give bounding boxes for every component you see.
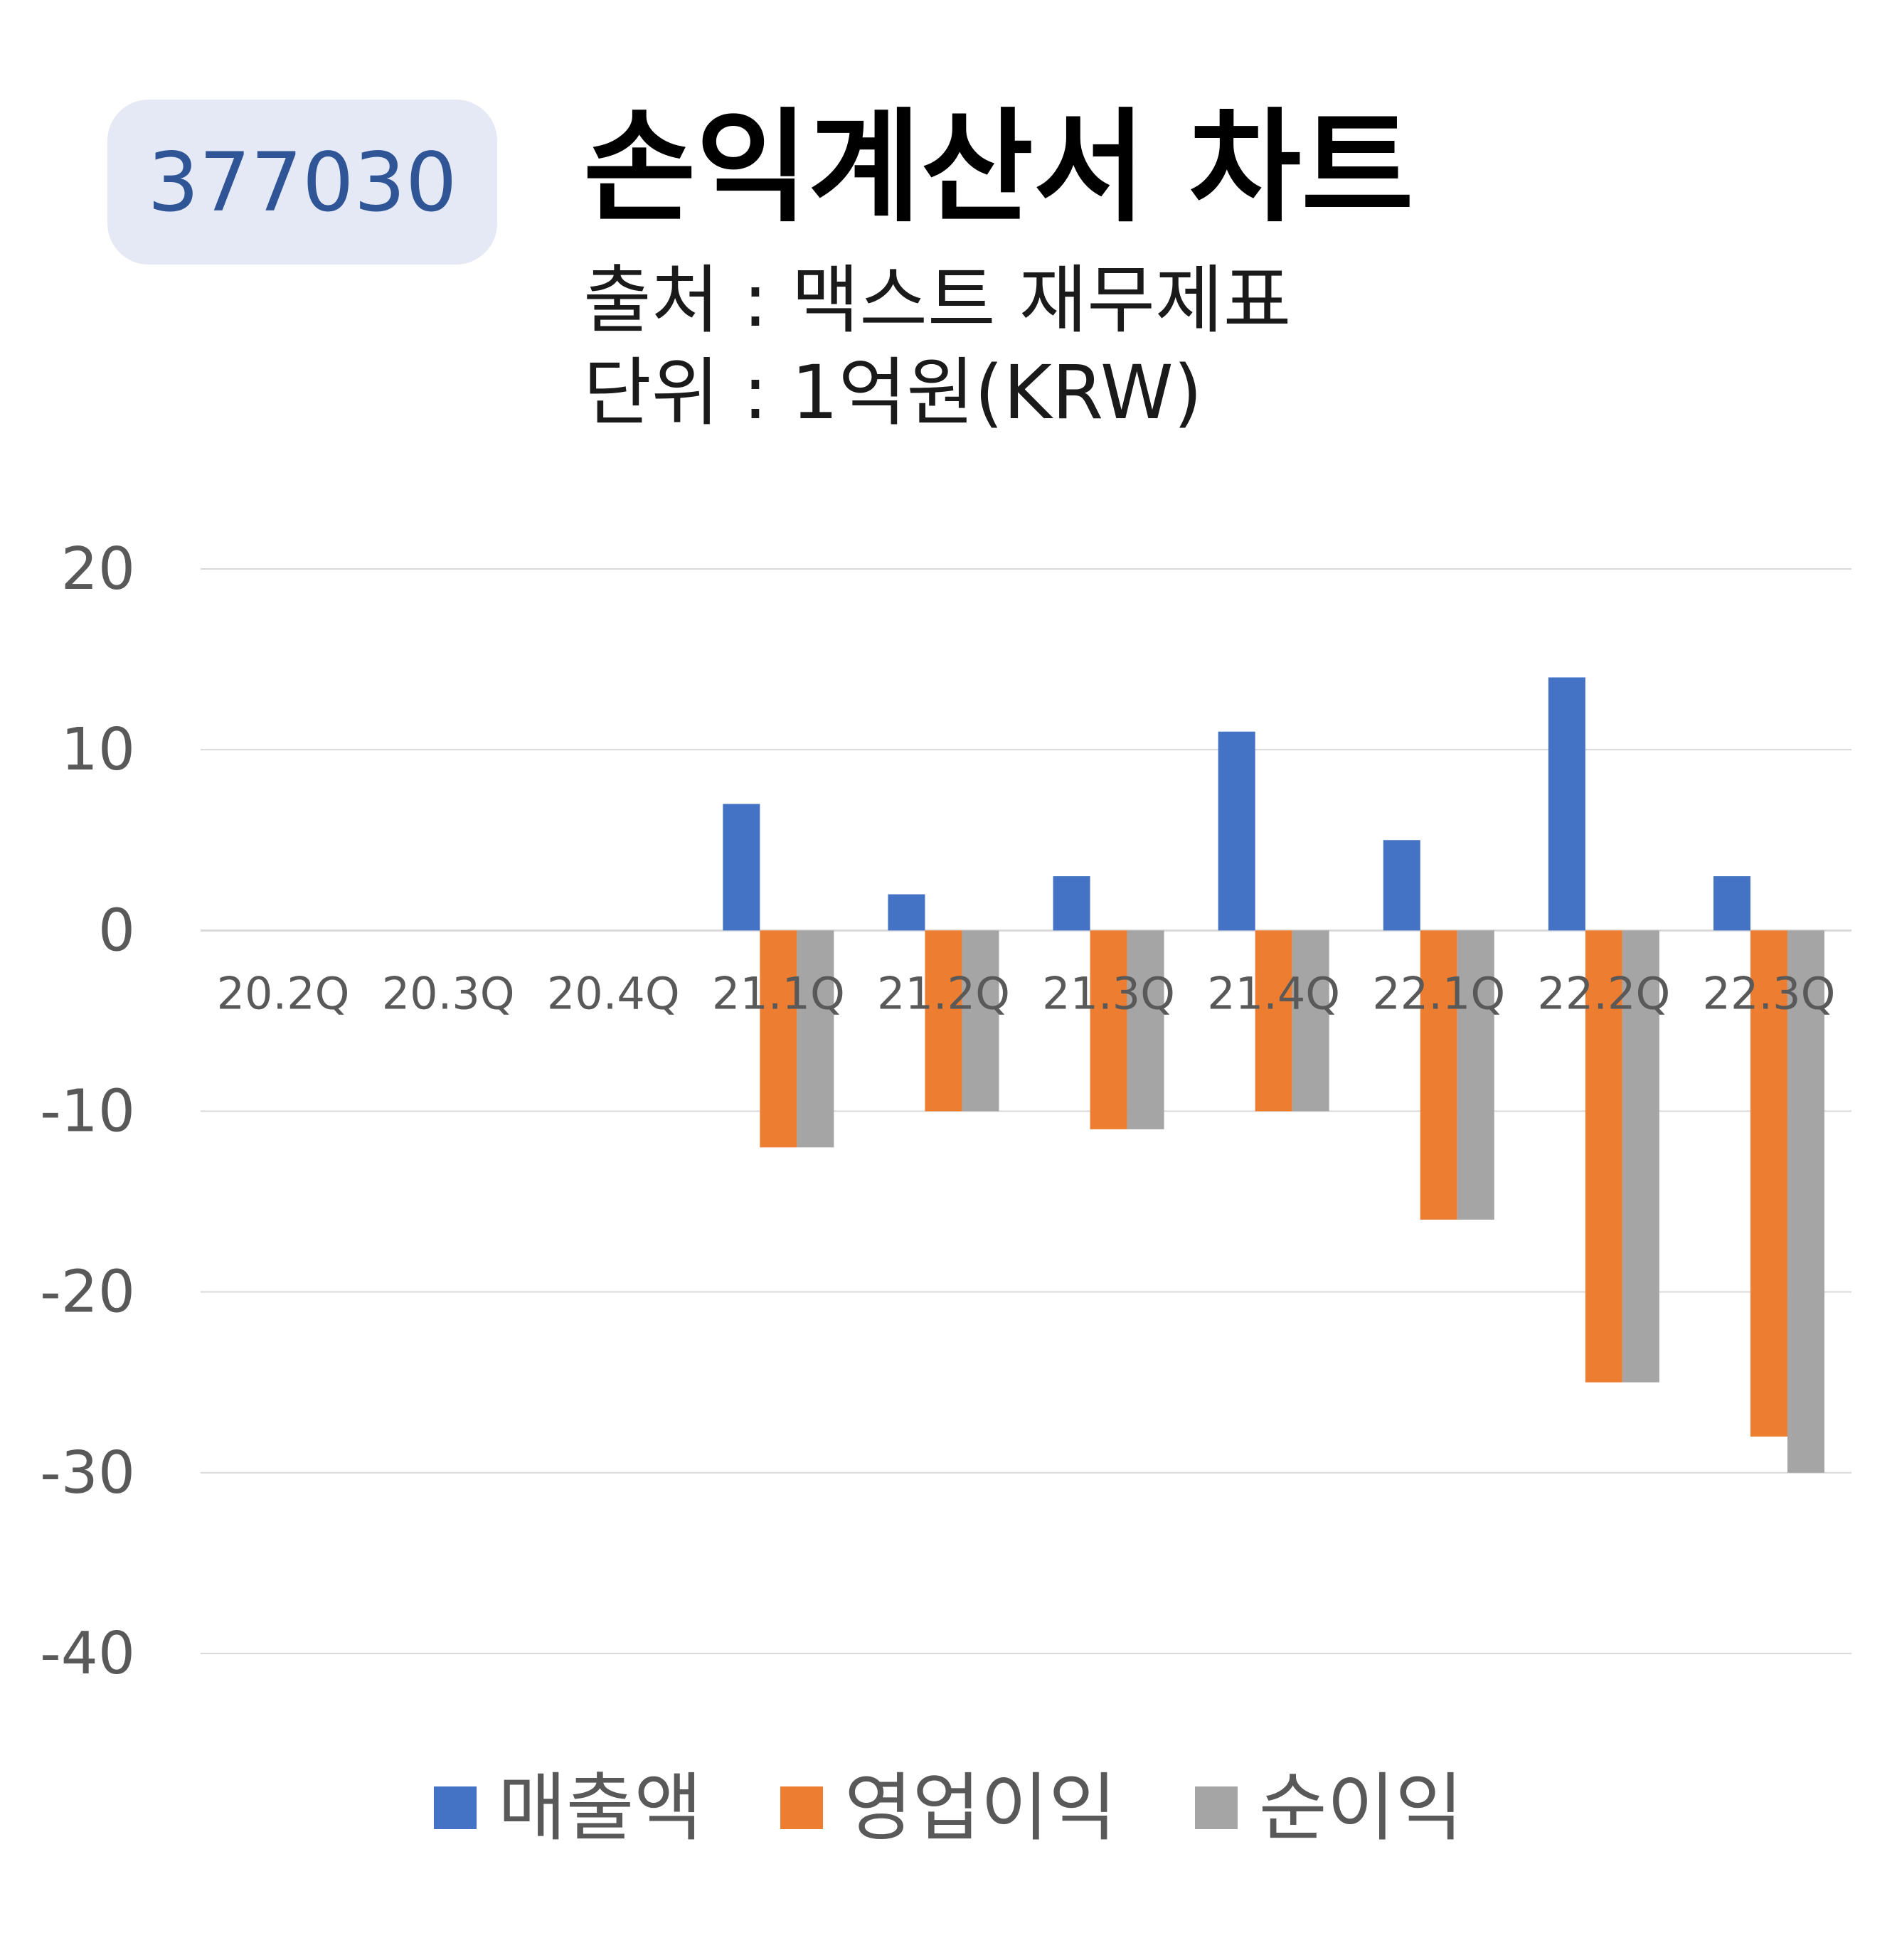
bar-operating-income: [1420, 930, 1457, 1220]
legend-swatch-revenue: [434, 1786, 477, 1829]
legend-label-revenue: 매출액: [498, 1764, 703, 1851]
bar-revenue: [888, 894, 925, 931]
y-tick-label: 20: [61, 536, 135, 603]
bar-revenue: [1548, 677, 1585, 931]
chart-title: 손익계산서 차트: [583, 96, 1414, 239]
bar-net-income: [1622, 930, 1659, 1383]
x-tick-label: 22.2Q: [1537, 967, 1670, 1019]
y-tick-label: 0: [98, 897, 135, 964]
x-tick-label: 20.2Q: [217, 967, 350, 1019]
y-tick-label: -40: [40, 1620, 135, 1688]
bar-net-income: [1787, 930, 1824, 1473]
bar-operating-income: [1585, 930, 1622, 1383]
legend-label-net-income: 순이익: [1258, 1764, 1463, 1851]
bar-net-income: [962, 930, 999, 1112]
legend-item-net-income: 순이익: [1194, 1764, 1463, 1851]
bar-revenue: [1218, 731, 1255, 931]
ticker-code: 377030: [147, 134, 457, 230]
x-tick-label: 22.3Q: [1703, 967, 1836, 1019]
bar-revenue: [723, 804, 760, 931]
x-tick-label: 22.1Q: [1372, 967, 1505, 1019]
y-tick-label: -10: [40, 1078, 135, 1146]
bar-revenue: [1053, 876, 1090, 931]
x-tick-label: 21.4Q: [1207, 967, 1340, 1019]
legend-item-revenue: 매출액: [434, 1771, 702, 1845]
bar-revenue: [1383, 840, 1420, 931]
legend-swatch-operating-income: [780, 1786, 824, 1829]
bar-net-income: [1127, 930, 1164, 1129]
x-tick-label: 20.3Q: [382, 967, 515, 1019]
bar-operating-income: [925, 930, 962, 1112]
bar-operating-income: [760, 930, 797, 1148]
y-tick-label: -30: [40, 1439, 135, 1507]
bar-net-income: [1457, 930, 1494, 1220]
chart-legend: 매출액 영업이익 순이익: [0, 1771, 1897, 1845]
bar-net-income: [1292, 930, 1329, 1112]
x-tick-label: 20.4Q: [547, 967, 680, 1019]
source-label: 출처 : 맥스트 재무제표: [583, 257, 1292, 343]
legend-item-operating-income: 영업이익: [780, 1771, 1117, 1845]
bar-revenue: [1713, 876, 1750, 931]
unit-label: 단위 : 1억원(KRW): [583, 349, 1203, 436]
bar-operating-income: [1750, 930, 1787, 1437]
bar-operating-income: [1255, 930, 1292, 1112]
bar-net-income: [797, 930, 834, 1148]
y-tick-label: -20: [40, 1259, 135, 1326]
ticker-badge: 377030: [107, 100, 497, 265]
x-tick-label: 21.1Q: [712, 967, 845, 1019]
legend-swatch-net-income: [1194, 1786, 1238, 1829]
x-tick-label: 21.3Q: [1042, 967, 1175, 1019]
y-tick-label: 10: [61, 716, 135, 784]
x-tick-label: 21.2Q: [877, 967, 1010, 1019]
legend-label-operating-income: 영업이익: [844, 1764, 1117, 1851]
bar-operating-income: [1090, 930, 1127, 1129]
